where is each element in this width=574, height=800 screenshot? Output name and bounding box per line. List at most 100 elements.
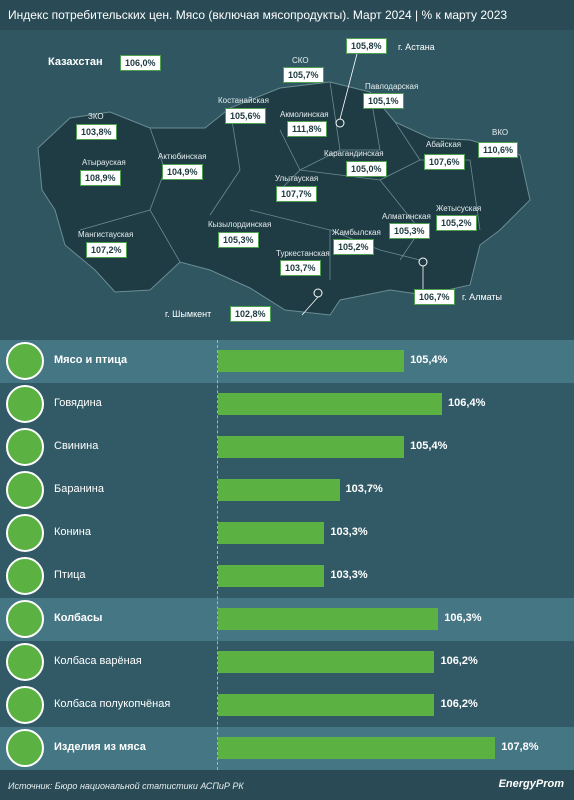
data-label: 106,4% [448, 397, 486, 409]
bar [218, 694, 435, 716]
category-label: Колбасы [54, 612, 103, 624]
region-name: Актюбинская [158, 152, 207, 161]
cow-icon [6, 385, 44, 423]
region-name: ЗКО [88, 112, 104, 121]
bar-row: Птица 103,3% [0, 555, 574, 598]
region-value: 106,7% [414, 289, 455, 305]
data-label: 103,3% [330, 526, 368, 538]
bar [218, 565, 325, 587]
region-name: Мангистауская [78, 230, 134, 239]
bar [218, 608, 439, 630]
source-note: Источник: Бюро национальной статистики А… [8, 781, 244, 791]
region-name: Жетысуская [436, 204, 482, 213]
bar [218, 522, 325, 544]
bar-row: Мясо и птица 105,4% [0, 340, 574, 383]
page-title: Индекс потребительских цен. Мясо (включа… [8, 8, 507, 22]
bar-row: Баранина 103,7% [0, 469, 574, 512]
category-label: Колбаса варёная [54, 655, 142, 667]
chicken-icon [6, 557, 44, 595]
category-label: Конина [54, 526, 91, 538]
data-label: 106,3% [444, 612, 482, 624]
country-label: Казахстан [48, 56, 103, 68]
bar-row: Колбасы 106,3% [0, 598, 574, 641]
region-name: г. Алматы [462, 292, 503, 302]
bar [218, 479, 340, 501]
data-label: 106,2% [440, 655, 478, 667]
data-label: 106,2% [440, 698, 478, 710]
region-name: Костанайская [218, 96, 269, 105]
region-value: 104,9% [162, 164, 203, 180]
chart-baseline [217, 340, 219, 770]
region-name: Карагандинская [324, 149, 384, 158]
kazakhstan-map: Казахстан 106,0% ЗКО 103,8% Атырауская 1… [0, 30, 574, 340]
bar [218, 651, 435, 673]
bar [218, 393, 443, 415]
bar [218, 436, 405, 458]
boiled-sausage-icon [6, 643, 44, 681]
region-value: 105,3% [389, 223, 430, 239]
title-separator: | [415, 8, 419, 22]
meat-products-icon [6, 729, 44, 767]
region-value: 107,6% [424, 154, 465, 170]
sausages-icon [6, 600, 44, 638]
region-value: 105,6% [225, 108, 266, 124]
bar-row: Изделия из мяса 107,8% [0, 727, 574, 770]
region-value: 105,7% [283, 67, 324, 83]
category-label: Колбаса полукопчёная [54, 698, 171, 710]
category-label: Говядина [54, 397, 102, 409]
region-value: 107,2% [86, 242, 127, 258]
region-value: 105,8% [346, 38, 387, 54]
data-label: 107,8% [501, 741, 539, 753]
region-name: г. Астана [398, 42, 435, 52]
title-suffix: % к марту 2023 [421, 8, 508, 22]
data-label: 103,3% [330, 569, 368, 581]
region-value: 105,2% [333, 239, 374, 255]
energyprom-logo: EnergyProm [498, 778, 564, 790]
region-name: СКО [292, 56, 309, 65]
bar [218, 350, 405, 372]
sheep-icon [6, 471, 44, 509]
region-value: 105,2% [436, 215, 477, 231]
region-value: 107,7% [276, 186, 317, 202]
region-value: 111,8% [287, 121, 327, 137]
bar-row: Говядина 106,4% [0, 383, 574, 426]
region-value: 105,0% [346, 161, 387, 177]
region-name: Туркестанская [276, 249, 330, 258]
bar-row: Колбаса полукопчёная 106,2% [0, 684, 574, 727]
region-name: Атырауская [82, 158, 126, 167]
region-value: 105,3% [218, 232, 259, 248]
data-label: 103,7% [345, 483, 383, 495]
category-label: Птица [54, 569, 86, 581]
region-value: 110,6% [478, 142, 519, 158]
region-name: ВКО [492, 128, 509, 137]
region-name: г. Шымкент [165, 309, 212, 319]
category-label: Баранина [54, 483, 104, 495]
region-name: Акмолинская [280, 110, 329, 119]
data-label: 105,4% [410, 440, 448, 452]
region-value: 102,8% [230, 306, 271, 322]
region-name: Кызылординская [208, 220, 272, 229]
bar-row: Свинина 105,4% [0, 426, 574, 469]
region-name: Алматинская [382, 212, 431, 221]
bar-row: Конина 103,3% [0, 512, 574, 555]
bar-row: Колбаса варёная 106,2% [0, 641, 574, 684]
category-label: Мясо и птица [54, 354, 128, 366]
footer: Источник: Бюро национальной статистики А… [0, 770, 574, 800]
smoked-sausage-icon [6, 686, 44, 724]
category-label: Свинина [54, 440, 99, 452]
region-value: 108,9% [80, 170, 121, 186]
category-label: Изделия из мяса [54, 741, 146, 753]
country-value: 106,0% [120, 55, 161, 71]
region-value: 105,1% [363, 93, 404, 109]
bar [218, 737, 496, 759]
region-name: Улытауская [275, 174, 319, 183]
region-name: Абайская [426, 140, 462, 149]
meat-and-poultry-icon [6, 342, 44, 380]
pig-icon [6, 428, 44, 466]
region-name: Жамбылская [332, 228, 381, 237]
region-value: 103,7% [280, 260, 321, 276]
region-name: Павлодарская [365, 82, 419, 91]
region-value: 103,8% [76, 124, 117, 140]
data-label: 105,4% [410, 354, 448, 366]
horse-icon [6, 514, 44, 552]
